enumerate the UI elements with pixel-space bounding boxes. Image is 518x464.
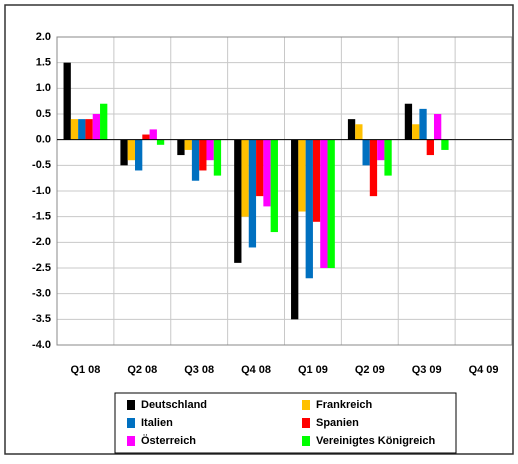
bar <box>441 139 449 150</box>
legend-swatch <box>302 418 310 428</box>
y-tick-label: -3.0 <box>32 288 51 300</box>
bar <box>127 139 136 161</box>
bar <box>135 139 143 171</box>
y-tick-label: -3.5 <box>32 313 51 325</box>
bar <box>320 139 328 268</box>
bar <box>120 139 128 166</box>
legend-label: Vereinigtes Königreich <box>316 435 435 447</box>
bar <box>426 139 434 156</box>
x-tick-label: Q4 08 <box>241 364 271 376</box>
x-tick-label: Q3 09 <box>412 364 442 376</box>
bar <box>305 139 313 279</box>
y-tick-label: -1.0 <box>32 185 51 197</box>
bar <box>248 139 257 248</box>
y-tick-label: 1.5 <box>36 57 51 69</box>
bar <box>369 139 378 197</box>
legend-label: Frankreich <box>316 399 373 411</box>
chart-frame <box>4 4 514 455</box>
legend-swatch <box>302 400 310 410</box>
y-tick-label: -2.0 <box>32 236 51 248</box>
bar <box>256 139 264 197</box>
bar <box>149 129 157 140</box>
bar <box>85 119 93 140</box>
bar <box>70 119 79 140</box>
x-tick-label: Q2 08 <box>127 364 157 376</box>
bar <box>384 139 392 176</box>
legend-swatch <box>127 436 135 446</box>
x-tick-label: Q1 08 <box>70 364 100 376</box>
y-tick-label: 1.0 <box>36 82 51 94</box>
bar <box>213 139 222 176</box>
bar <box>263 139 271 207</box>
bar <box>142 134 150 140</box>
y-tick-label: -1.5 <box>32 211 51 223</box>
bar <box>419 108 427 140</box>
bar <box>78 119 86 140</box>
y-tick-label: 0.5 <box>36 108 51 120</box>
bar <box>298 139 306 212</box>
bar <box>92 114 101 140</box>
bar <box>347 119 356 140</box>
legend-box <box>114 392 457 454</box>
x-tick-label: Q1 09 <box>298 364 328 376</box>
bar <box>241 139 249 217</box>
plot-border <box>56 36 513 346</box>
x-tick-label: Q3 08 <box>184 364 214 376</box>
x-tick-label: Q2 09 <box>355 364 385 376</box>
bar <box>206 139 214 161</box>
bar <box>412 124 420 140</box>
y-tick-label: -2.5 <box>32 262 51 274</box>
bar <box>156 139 165 145</box>
bar <box>362 139 370 166</box>
bar <box>270 139 278 233</box>
legend-swatch <box>127 418 135 428</box>
bar <box>100 103 108 140</box>
legend-label: Italien <box>141 417 173 429</box>
y-tick-label: 2.0 <box>36 31 51 43</box>
bar <box>404 103 413 140</box>
bar <box>199 139 207 171</box>
bar <box>377 139 385 161</box>
bar <box>355 124 363 140</box>
bar <box>184 139 192 150</box>
legend-label: Österreich <box>141 434 196 447</box>
bar <box>291 139 299 320</box>
y-tick-label: 0.0 <box>36 134 51 146</box>
bar <box>177 139 185 156</box>
x-tick-label: Q4 09 <box>469 364 499 376</box>
bar <box>63 62 71 140</box>
legend-swatch <box>127 400 135 410</box>
legend-label: Spanien <box>316 417 359 429</box>
y-tick-label: -4.0 <box>32 339 51 351</box>
bar <box>327 139 335 268</box>
bar <box>234 139 242 263</box>
y-tick-label: -0.5 <box>32 159 51 171</box>
legend-label: Deutschland <box>141 399 207 411</box>
legend-swatch <box>302 436 310 446</box>
bar <box>191 139 200 181</box>
bar <box>433 114 442 140</box>
bar <box>312 139 321 222</box>
